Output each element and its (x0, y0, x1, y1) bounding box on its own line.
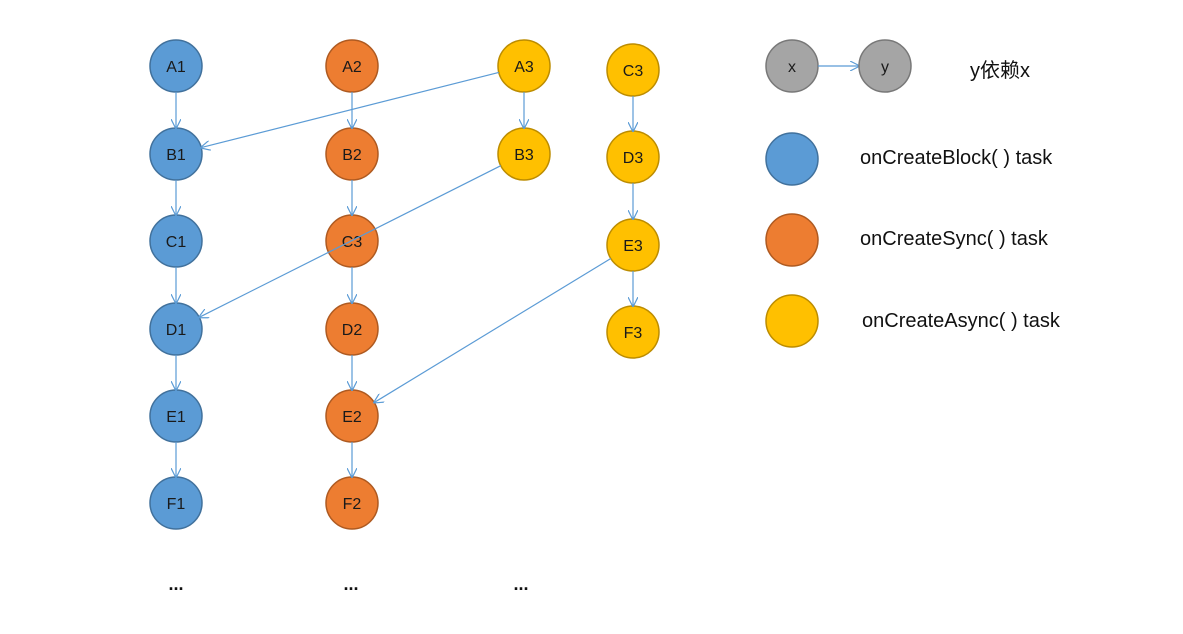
task-node-e3: E3 (606, 218, 660, 272)
task-node-a2: A2 (325, 39, 379, 93)
task-node-label: A2 (342, 59, 362, 76)
task-node-label: B1 (166, 147, 186, 164)
task-node-label: D2 (342, 322, 363, 339)
task-node-label: A3 (514, 59, 534, 76)
task-node-b1: B1 (149, 127, 203, 181)
ellipsis-column-1: ... (168, 574, 183, 594)
legend-task-types: onCreateBlock( ) task onCreateSync( ) ta… (765, 132, 1061, 348)
task-node-e2: E2 (325, 389, 379, 443)
legend-swatch-block (765, 132, 819, 186)
ellipsis-column-3: ... (513, 574, 528, 594)
task-node-a1: A1 (149, 39, 203, 93)
task-node-d1: D1 (149, 302, 203, 356)
legend-node-x-label: x (788, 59, 796, 76)
legend-dependency-text: y依赖x (970, 59, 1030, 82)
dependency-edge-b3-d1 (199, 165, 502, 318)
dependency-edge-a3-b1 (201, 71, 499, 147)
task-node-d2: D2 (325, 302, 379, 356)
legend-swatch-sync (765, 213, 819, 267)
task-node-label: D3 (623, 150, 644, 167)
ellipsis-column-2: ... (343, 574, 358, 594)
task-node-label: F1 (167, 496, 186, 513)
edges-layer (176, 71, 633, 477)
task-node-label: F2 (343, 496, 362, 513)
task-node-e1: E1 (149, 389, 203, 443)
task-node-f1: F1 (149, 476, 203, 530)
legend-text-async: onCreateAsync( ) task (862, 310, 1061, 332)
legend-text-sync: onCreateSync( ) task (860, 228, 1049, 250)
task-node-label: C3 (623, 63, 644, 80)
legend-text-block: onCreateBlock( ) task (860, 147, 1053, 169)
task-node-f3: F3 (606, 305, 660, 359)
task-node-d3: D3 (606, 130, 660, 184)
task-node-b3: B3 (497, 127, 551, 181)
task-node-label: D1 (166, 322, 187, 339)
task-node-c1: C1 (149, 214, 203, 268)
task-node-label: C1 (166, 234, 187, 251)
legend-dependency: x y y依赖x (765, 39, 1030, 93)
task-node-label: E3 (623, 238, 643, 255)
legend-node-y (858, 39, 912, 93)
task-node-a3: A3 (497, 39, 551, 93)
task-node-f2: F2 (325, 476, 379, 530)
task-node-label: F3 (624, 325, 643, 342)
task-node-label: B3 (514, 147, 534, 164)
task-node-label: E2 (342, 409, 362, 426)
dependency-edge-e3-e2 (374, 257, 612, 403)
task-node-label: A1 (166, 59, 186, 76)
task-node-b2: B2 (325, 127, 379, 181)
task-node-c3: C3 (606, 43, 660, 97)
legend-swatch-async (765, 294, 819, 348)
task-node-label: B2 (342, 147, 362, 164)
legend-node-y-label: y (881, 59, 889, 76)
task-node-label: E1 (166, 409, 186, 426)
